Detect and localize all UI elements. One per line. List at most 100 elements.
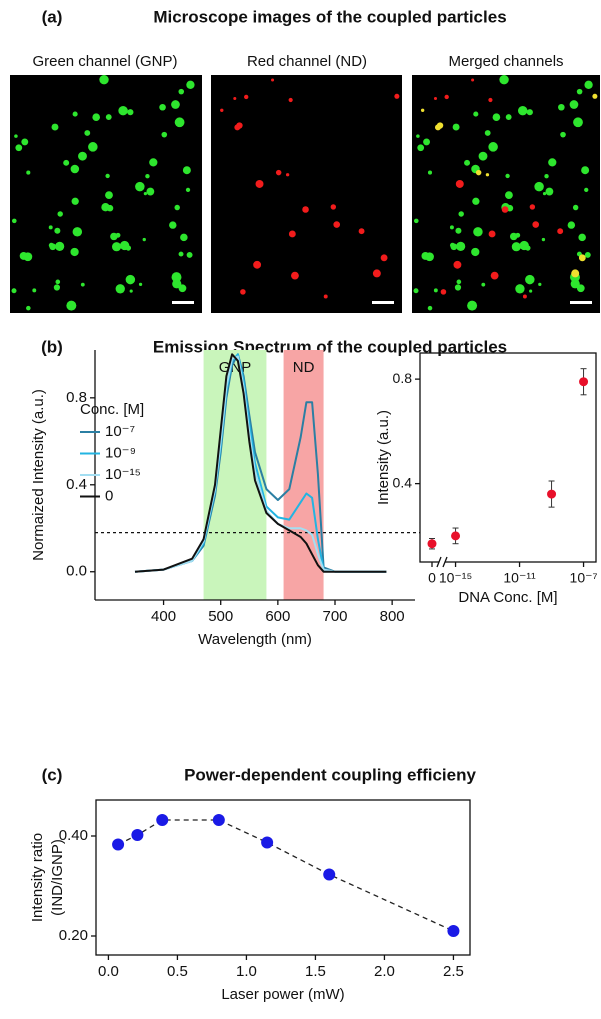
particle xyxy=(66,300,77,311)
particle xyxy=(159,103,166,111)
particle xyxy=(526,109,533,116)
particle xyxy=(240,289,246,295)
particle xyxy=(572,204,579,211)
x-tick-label: 10⁻¹¹ xyxy=(503,570,536,586)
particle xyxy=(70,164,80,174)
particle xyxy=(515,284,525,294)
particle xyxy=(143,191,148,196)
y-tick-label: 0.4 xyxy=(393,474,413,490)
legend-label: 10⁻¹⁵ xyxy=(105,466,141,483)
particle xyxy=(434,124,441,131)
particle xyxy=(146,187,155,196)
panel-label: (c) xyxy=(42,765,63,784)
particle xyxy=(129,289,133,293)
particle xyxy=(372,269,381,278)
particle xyxy=(323,294,328,299)
particle xyxy=(115,284,125,294)
particle xyxy=(416,134,420,138)
particle xyxy=(285,173,290,177)
particle xyxy=(517,105,528,116)
particle xyxy=(545,187,554,196)
particle xyxy=(233,96,237,101)
x-axis-label: DNA Conc. [M] xyxy=(458,589,557,606)
particle xyxy=(186,251,193,258)
data-point xyxy=(547,489,557,499)
x-tick-label: 800 xyxy=(380,608,405,625)
particle xyxy=(57,211,63,217)
image-caption: Green channel (GNP) xyxy=(32,53,177,70)
particle xyxy=(423,138,431,146)
y-tick-label: 0.40 xyxy=(59,827,88,844)
particle xyxy=(488,142,498,152)
particle xyxy=(548,158,557,167)
particle xyxy=(92,113,101,122)
legend-label: 10⁻⁷ xyxy=(105,423,135,440)
particle xyxy=(571,269,580,278)
y-tick-label: 0.4 xyxy=(66,476,87,493)
x-axis-label: Wavelength (nm) xyxy=(198,631,312,648)
x-tick-label: 600 xyxy=(265,608,290,625)
particle xyxy=(584,251,591,258)
particle xyxy=(456,241,466,251)
x-tick-label: 10⁻⁷ xyxy=(570,570,598,586)
particle xyxy=(106,204,114,212)
particle xyxy=(255,179,264,188)
particle xyxy=(481,282,486,287)
particle xyxy=(581,166,590,175)
particle xyxy=(529,204,536,210)
particle xyxy=(178,251,184,257)
particle xyxy=(453,260,462,269)
particle xyxy=(501,206,509,213)
particle xyxy=(145,174,150,179)
legend-title: Conc. [M] xyxy=(80,401,144,418)
particle xyxy=(473,111,479,117)
particle xyxy=(413,218,419,224)
y-tick-label: 0.20 xyxy=(59,927,88,944)
scale-bar xyxy=(372,301,394,304)
particle xyxy=(529,289,533,293)
x-tick-label: 2.5 xyxy=(443,963,464,980)
particle xyxy=(425,252,434,262)
image-caption: Red channel (ND) xyxy=(247,53,367,70)
particle xyxy=(105,173,110,179)
particle xyxy=(149,158,158,167)
particle xyxy=(472,197,480,205)
particle xyxy=(72,111,78,117)
particle xyxy=(478,151,488,161)
particle xyxy=(471,78,475,82)
particle xyxy=(515,232,521,238)
particle xyxy=(70,247,79,257)
particle xyxy=(394,93,400,99)
particle xyxy=(78,151,87,161)
spectrum-line xyxy=(134,353,387,573)
data-point xyxy=(131,829,144,841)
particle xyxy=(119,240,130,251)
particle xyxy=(455,227,462,234)
particle xyxy=(48,242,54,248)
particle xyxy=(99,74,109,85)
particle xyxy=(505,191,513,200)
particle xyxy=(234,124,241,131)
particle xyxy=(171,100,180,109)
data-point xyxy=(323,868,336,881)
particle xyxy=(72,227,83,237)
particle xyxy=(567,221,576,229)
particle xyxy=(519,240,529,251)
particle xyxy=(105,191,113,200)
particle xyxy=(186,80,195,89)
particle xyxy=(492,113,501,122)
particle xyxy=(182,166,191,175)
particle xyxy=(433,288,438,293)
x-tick-label: 0.0 xyxy=(98,963,119,980)
particle xyxy=(171,272,182,283)
particle xyxy=(115,232,121,238)
y-axis-label: Intensity (a.u.) xyxy=(375,410,392,505)
particle xyxy=(417,144,425,152)
particle xyxy=(464,159,471,166)
particle xyxy=(174,117,185,128)
particle xyxy=(271,78,275,82)
particle xyxy=(471,247,480,257)
y-tick-label: 0.8 xyxy=(66,389,87,406)
particle xyxy=(433,96,438,101)
